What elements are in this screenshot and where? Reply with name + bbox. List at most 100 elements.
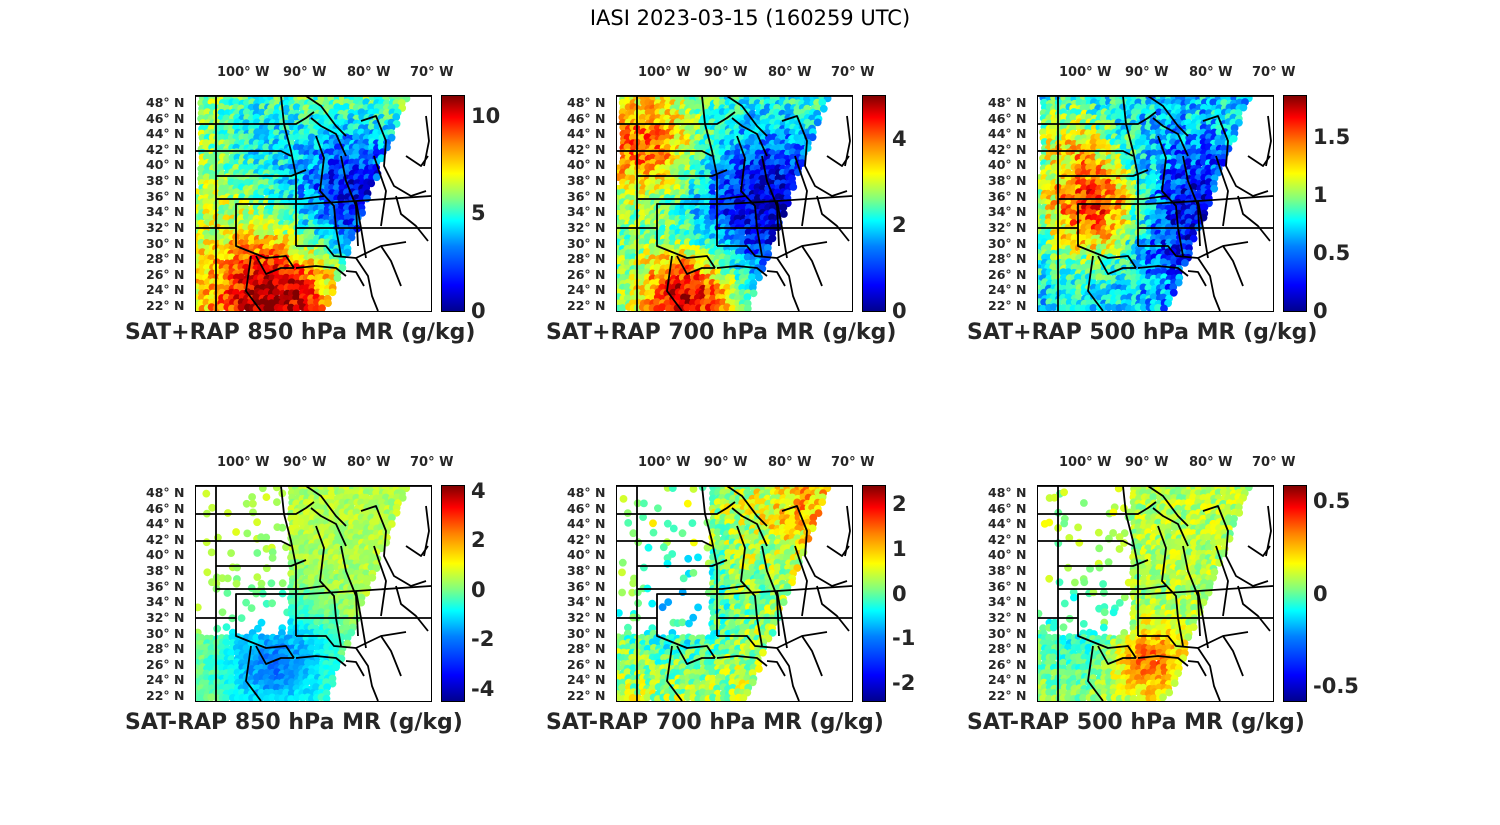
swath-pixel [1050,239,1058,247]
swath-pixel [1049,303,1058,311]
swath-pixel [247,163,256,172]
swath-pixel [1064,268,1073,277]
lat-tick-label: 48° N [146,485,185,500]
colorbar-tick-label: 0 [471,299,486,323]
swath-pixel [763,244,772,252]
border-line [1215,155,1229,227]
lat-tick-label: 30° N [988,236,1027,251]
swath-pixel [1181,259,1189,267]
swath-pixel [669,288,678,297]
swath-pixel [638,143,647,151]
swath-pixel [628,183,637,192]
lat-tick-label: 34° N [567,204,606,219]
border-line [355,257,379,311]
swath-pixel [292,103,301,112]
swath-pixel [327,503,335,511]
border-line [235,228,295,269]
border-line [373,155,387,227]
colorbar-tick-label: 2 [892,213,907,237]
swath-pixel [347,123,356,132]
state-borders [617,96,852,311]
lon-tick-label: 70° W [831,65,875,80]
swath-pixel [1039,305,1048,311]
border-line [1087,255,1104,311]
lon-tick-label: 80° W [347,455,391,470]
swath-pixel [1100,288,1108,297]
lat-tick-label: 32° N [146,220,185,235]
swath-pixel [328,288,337,297]
swath-pixel [638,209,647,218]
swath-pixel [678,108,687,117]
swath-pixel [324,299,332,307]
state-borders [1038,96,1273,311]
swath-plot [196,96,431,311]
border-line [1182,155,1201,247]
lon-tick-label: 100° W [638,65,691,80]
border-line [656,228,716,269]
swath-pixel [1234,109,1243,118]
border-line [726,96,768,137]
swath-pixel [272,129,281,137]
swath-pixel [658,108,667,116]
border-line [1058,169,1149,177]
border-line [1265,115,1272,167]
lon-tick-label: 80° W [347,65,391,80]
swath-pixel [1164,173,1173,182]
lat-tick-label: 40° N [146,157,185,172]
lon-tick-label: 90° W [1125,65,1169,80]
border-line [255,255,294,275]
swath-pixel [743,304,752,311]
border-line [1187,270,1207,287]
swath-pixel [293,203,301,212]
border-line [1122,96,1139,246]
swath-pixel [249,508,257,517]
swath-pixel [272,143,281,152]
swath-pixel [738,209,747,217]
swath-pixel [1110,248,1118,256]
colorbar-tick-label: 0 [892,299,907,323]
swath-pixel [1160,304,1168,311]
swath-pixel [1154,304,1162,311]
border-line [1038,195,1273,229]
lat-tick-label: 24° N [988,282,1027,297]
colorbar [1283,95,1307,312]
border-line [637,195,746,200]
swath-pixel [703,98,712,107]
swath-pixel [392,113,401,121]
swath-pixel [818,98,827,107]
swath-pixel [287,553,295,562]
swath-pixel [1069,113,1078,121]
lat-tick-label: 40° N [567,157,606,172]
swath-pixel [237,303,246,311]
swath-pixel [202,213,211,222]
border-line [816,195,850,242]
swath-pixel [217,133,226,142]
lat-tick-label: 44° N [988,126,1027,141]
colorbar-tick-label: 4 [892,127,907,151]
swath-pixel [253,549,262,557]
swath-pixel [1119,143,1128,152]
swath-pixel [1089,304,1098,311]
swath-pixel [387,133,396,142]
swath-pixel [748,283,757,292]
swath-pixel [292,283,301,292]
swath-pixel [367,123,376,132]
swath-pixel [1170,258,1179,267]
swath-pixel [272,288,280,297]
lon-tick-label: 90° W [283,65,327,80]
swath-pixel [372,173,381,182]
swath-pixel [678,164,686,172]
swath-pixel [249,499,257,508]
swath-pixel [203,568,212,577]
swath-pixel [663,138,672,147]
swath-pixel [198,248,207,257]
swath-pixel [653,298,661,306]
border-line [1197,257,1221,311]
border-line [676,255,715,275]
swath-pixel [658,278,667,286]
colorbar-tick-label: 0 [1313,299,1328,323]
swath-pixel [713,113,722,122]
lat-tick-label: 34° N [988,204,1027,219]
border-line [345,270,365,287]
lat-tick-label: 42° N [146,142,185,157]
